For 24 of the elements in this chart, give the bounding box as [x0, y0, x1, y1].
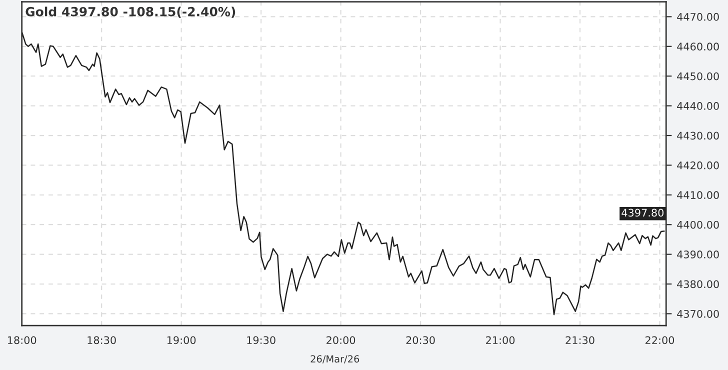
y-tick-label: 4420.00 [677, 161, 719, 170]
x-tick-label: 19:30 [247, 336, 276, 344]
text: 26/Mar/26 [310, 355, 360, 364]
annotation: 4397.80 [622, 208, 664, 217]
y-tick-label: 4390.00 [677, 250, 719, 258]
y-tick-label: 4370.00 [677, 310, 719, 318]
x-tick-label: 21:00 [486, 336, 515, 344]
x-tick-label: 21:30 [566, 336, 594, 344]
y-tick-label: 4400.00 [677, 220, 719, 229]
x-tick-label: 18:30 [88, 336, 116, 344]
y-tick-label: 4470.00 [677, 12, 719, 21]
x-tick-label: 20:30 [406, 336, 435, 344]
y-tick-label: 4450.00 [677, 72, 719, 80]
x-tick-label: 18:00 [8, 336, 36, 344]
y-tick-label: 4430.00 [677, 132, 719, 140]
y-tick-label: 4380.00 [677, 280, 719, 288]
x-tick-label: 19:00 [167, 336, 196, 344]
x-tick-label: 22:00 [645, 336, 674, 344]
chart-title: Gold 4397.80 -108.15(-2.40%) [26, 6, 236, 18]
y-tick-label: 4410.00 [677, 191, 719, 200]
y-tick-label: 4460.00 [677, 42, 719, 51]
x-tick-label: 20:00 [326, 336, 356, 344]
y-tick-label: 4440.00 [677, 102, 719, 110]
line-series [22, 31, 665, 316]
